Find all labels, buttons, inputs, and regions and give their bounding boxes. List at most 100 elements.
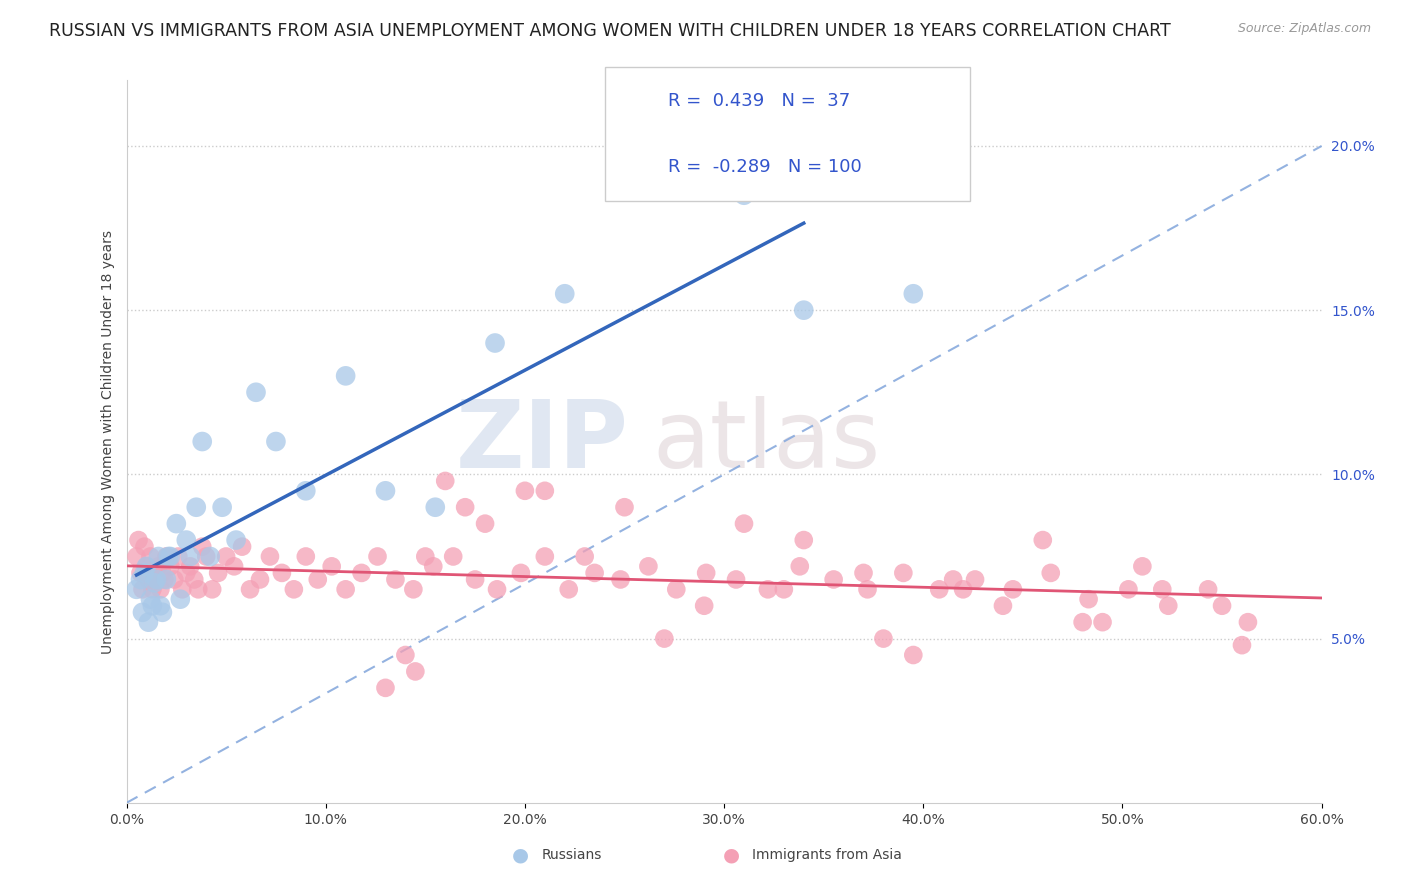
Point [583, 566, 606, 580]
Point [239, 582, 262, 597]
Point [131, 582, 153, 597]
Point [150, 566, 174, 580]
Point [249, 573, 271, 587]
Point [1157, 599, 1180, 613]
Point [294, 549, 316, 564]
Text: RUSSIAN VS IMMIGRANTS FROM ASIA UNEMPLOYMENT AMONG WOMEN WITH CHILDREN UNDER 18 : RUSSIAN VS IMMIGRANTS FROM ASIA UNEMPLOY… [49, 22, 1171, 40]
Point [903, 286, 925, 301]
Point [1237, 615, 1260, 630]
Point [942, 573, 965, 587]
Text: R =  -0.289   N = 100: R = -0.289 N = 100 [668, 158, 862, 176]
Point [321, 559, 343, 574]
Point [167, 549, 190, 564]
Point [613, 500, 636, 515]
Point [609, 573, 631, 587]
Point [125, 582, 148, 597]
Text: Immigrants from Asia: Immigrants from Asia [752, 847, 903, 862]
Point [872, 632, 894, 646]
Point [903, 648, 925, 662]
Point [207, 566, 229, 580]
Point [135, 559, 157, 574]
Point [195, 549, 218, 564]
Point [148, 549, 170, 564]
Point [139, 592, 162, 607]
Point [149, 582, 172, 597]
Point [637, 559, 659, 574]
Point [756, 582, 779, 597]
Point [413, 549, 436, 564]
Text: atlas: atlas [652, 395, 880, 488]
Point [294, 483, 316, 498]
Point [179, 549, 201, 564]
Point [557, 582, 581, 597]
Point [307, 573, 329, 587]
Point [533, 549, 555, 564]
Point [129, 566, 152, 580]
Point [454, 500, 477, 515]
Point [264, 434, 287, 449]
Point [1077, 592, 1099, 607]
Point [1230, 638, 1253, 652]
Point [129, 573, 152, 587]
Point [793, 533, 815, 547]
Point [125, 549, 148, 564]
Point [134, 566, 156, 580]
Point [183, 573, 205, 587]
Point [374, 681, 396, 695]
Point [155, 573, 177, 587]
Point [441, 549, 464, 564]
Point [891, 566, 914, 580]
Point [153, 573, 176, 587]
Point [652, 632, 675, 646]
Point [127, 533, 149, 547]
Point [1118, 582, 1140, 597]
Point [695, 566, 717, 580]
Point [169, 592, 191, 607]
Point [1039, 566, 1062, 580]
Point [554, 286, 576, 301]
Text: Russians: Russians [541, 847, 602, 862]
Point [143, 575, 166, 590]
Point [141, 599, 163, 613]
Text: Source: ZipAtlas.com: Source: ZipAtlas.com [1237, 22, 1371, 36]
Point [533, 483, 555, 498]
Point [733, 188, 755, 202]
Point [141, 582, 163, 597]
Point [145, 573, 167, 587]
Point [793, 303, 815, 318]
Point [187, 582, 209, 597]
Point [134, 540, 156, 554]
Point [513, 483, 536, 498]
Point [150, 605, 174, 619]
Point [402, 582, 425, 597]
Point [143, 566, 166, 580]
Point [174, 566, 197, 580]
Point [163, 573, 186, 587]
Point [172, 582, 194, 597]
Point [366, 549, 388, 564]
Point [422, 559, 444, 574]
Point [773, 582, 796, 597]
Point [823, 573, 845, 587]
Point [928, 582, 950, 597]
Point [159, 559, 181, 574]
Point [725, 573, 748, 587]
Point [384, 573, 406, 587]
Point [1032, 533, 1054, 547]
Point [135, 559, 157, 574]
Point [665, 582, 688, 597]
Point [733, 516, 755, 531]
Point [149, 599, 172, 613]
Point [179, 559, 201, 574]
Point [509, 566, 531, 580]
Point [191, 434, 214, 449]
Point [1071, 615, 1094, 630]
Text: R =  0.439   N =  37: R = 0.439 N = 37 [668, 92, 851, 110]
Point [1091, 615, 1114, 630]
Point [374, 483, 396, 498]
Point [145, 573, 167, 587]
Point [159, 549, 181, 564]
Point [789, 559, 811, 574]
Point [225, 533, 247, 547]
Point [965, 573, 987, 587]
